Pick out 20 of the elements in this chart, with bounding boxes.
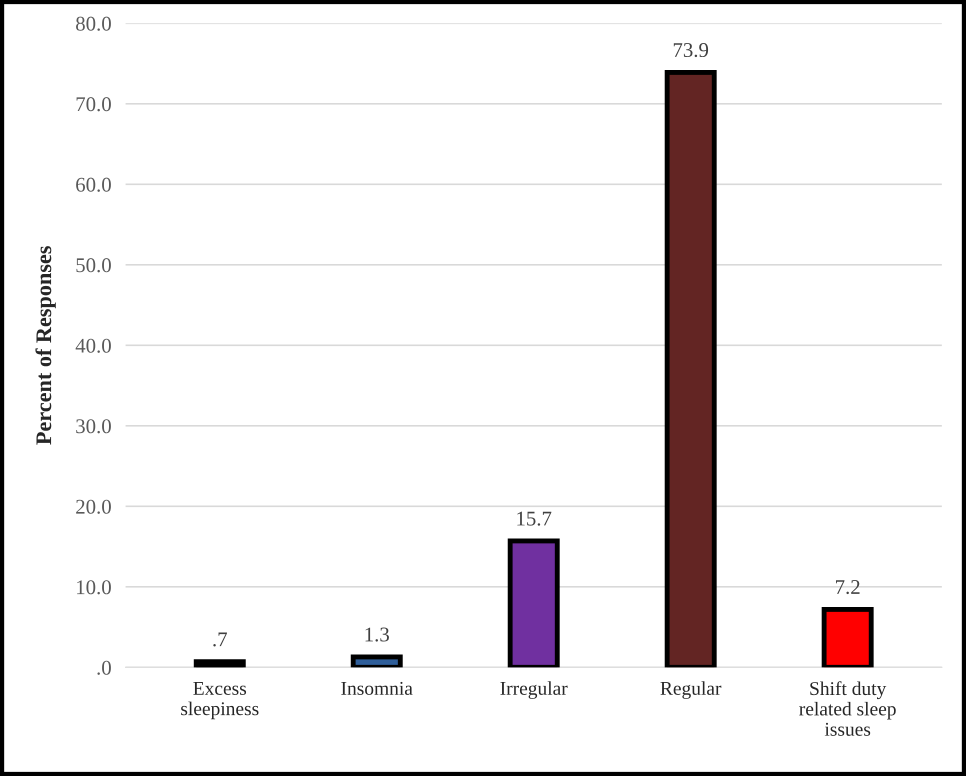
y-tick-label: 60.0 <box>76 178 111 192</box>
y-tick-label: 80.0 <box>76 16 111 31</box>
x-tick-label: Excess sleepiness <box>181 682 258 720</box>
x-tick-label: Regular <box>660 681 722 699</box>
data-label: 7.2 <box>836 580 860 594</box>
y-tick-label: 50.0 <box>76 258 111 272</box>
y-tick-label: 70.0 <box>76 97 111 112</box>
x-tick-label: Irregular <box>500 681 568 699</box>
data-label: 15.7 <box>517 512 552 526</box>
y-tick-label: .0 <box>97 660 111 675</box>
data-label: 1.3 <box>366 628 389 642</box>
y-tick-label: 30.0 <box>76 419 111 434</box>
x-tick-label: Shift duty related sleep issues <box>799 681 896 736</box>
y-axis-title: Percent of Responses <box>35 246 56 445</box>
y-tick-label: 40.0 <box>76 338 111 353</box>
x-tick-label: Insomnia <box>341 682 413 695</box>
data-label: 73.9 <box>674 43 708 58</box>
y-tick-label: 10.0 <box>77 580 111 594</box>
y-tick-label: 20.0 <box>76 500 111 514</box>
data-label: .7 <box>213 632 227 646</box>
